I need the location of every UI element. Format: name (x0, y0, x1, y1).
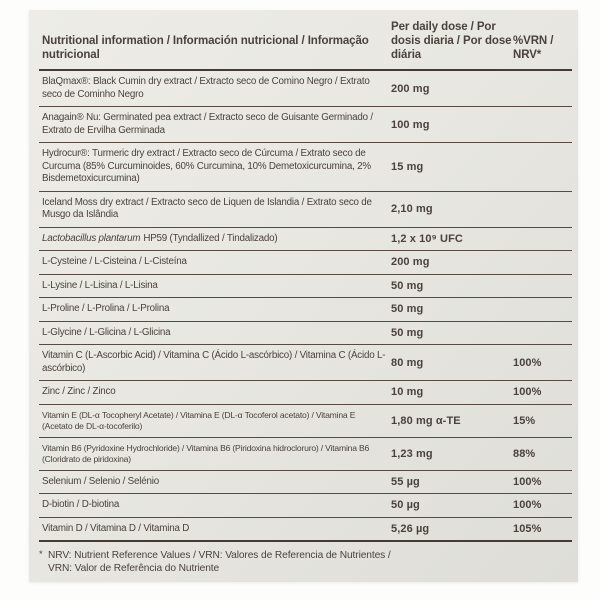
amount-value: 1,23 mg (391, 447, 433, 460)
table-body: BlaQmax®: Black Cumin dry extract / Extr… (39, 71, 572, 542)
table-row: Vitamin B6 (Pyridoxine Hydrochloride) / … (39, 438, 572, 471)
nrv-value: 105% (513, 522, 542, 535)
amount-value: 50 mg (391, 279, 424, 292)
amount-value: 2,10 mg (391, 203, 433, 215)
amount-value: 5,26 µg (391, 522, 430, 535)
ingredient-name: Zinc / Zinc / Zinco (42, 386, 116, 397)
amount-value: 55 µg (391, 475, 420, 488)
amount-value: 1,2 x 10⁹ UFC (391, 232, 463, 245)
table-row: L-Lysine / L-Lisina / L-Lisina 50 mg (39, 275, 572, 298)
ingredient-name: Vitamin D / Vitamina D / Vitamina D (42, 522, 190, 534)
ingredient-name: Vitamin E (DL-α Tocopheryl Acetate) / Vi… (42, 409, 356, 431)
table-row: Lactobacillus plantarum HP59 (Tyndallized… (39, 228, 572, 251)
table-row: Vitamin D / Vitamina D / Vitamina D 5,26… (39, 518, 572, 542)
amount-value: 1,80 mg α-TE (391, 414, 461, 427)
ingredient-name: L-Lysine / L-Lisina / L-Lisina (42, 279, 158, 291)
amount-value: 50 µg (391, 499, 420, 512)
footnote-line-2: VRN: Valor de Referência do Nutriente (48, 563, 220, 574)
ingredient-name: Hydrocur®: Turmeric dry extract / Extrac… (42, 148, 371, 184)
footnote-text: NRV: Nutrient Reference Values / VRN: Va… (48, 549, 391, 575)
ingredient-name: Vitamin B6 (Pyridoxine Hydrochloride) / … (42, 442, 370, 464)
ingredient-name: Iceland Moss dry extract / Extracto seco… (42, 196, 372, 221)
footnote-line-1: NRV: Nutrient Reference Values / VRN: Va… (48, 550, 391, 561)
nrv-value: 100% (513, 475, 542, 488)
ingredient-name: L-Proline / L-Prolina / L-Prolina (42, 303, 170, 314)
ingredient-name: Anagain® Nu: Germinated pea extract / Ex… (42, 112, 373, 136)
table-row: L-Proline / L-Prolina / L-Prolina 50 mg (39, 298, 572, 322)
header-nutritional-information: Nutritional information / Información nu… (42, 35, 369, 61)
table-row: D-biotin / D-biotina 50 µg 100% (39, 494, 572, 518)
amount-value: 50 mg (391, 326, 424, 339)
nrv-value: 88% (513, 447, 536, 460)
ingredient-name: L-Glycine / L-Glicina / L-Glicina (42, 326, 171, 338)
table-row: Vitamin C (L-Ascorbic Acid) / Vitamina C… (39, 345, 572, 381)
amount-value: 200 mg (391, 256, 430, 269)
amount-value: 100 mg (391, 118, 430, 131)
table-row: Vitamin E (DL-α Tocopheryl Acetate) / Vi… (39, 405, 572, 438)
amount-value: 200 mg (391, 82, 430, 95)
amount-value: 15 mg (391, 160, 424, 173)
ingredient-name: Lactobacillus plantarum HP59 (Tyndallized… (42, 232, 278, 244)
table-row: L-Glycine / L-Glicina / L-Glicina 50 mg (39, 322, 572, 345)
table-row: Anagain® Nu: Germinated pea extract / Ex… (39, 107, 572, 143)
ingredient-name: L-Cysteine / L-Cisteina / L-Cisteína (42, 256, 187, 267)
ingredient-name: Vitamin C (L-Ascorbic Acid) / Vitamina C… (42, 350, 386, 374)
nrv-value: 15% (513, 414, 536, 427)
nrv-value: 100% (513, 356, 542, 369)
ingredient-name: Selenium / Selenio / Selénio (42, 475, 159, 487)
nutrition-label: Nutritional information / Información nu… (29, 10, 578, 582)
amount-value: 80 mg (391, 356, 424, 369)
table-row: Selenium / Selenio / Selénio 55 µg 100% (39, 471, 572, 494)
ingredient-name: D-biotin / D-biotina (42, 499, 120, 510)
amount-value: 50 mg (391, 303, 424, 316)
table-row: Hydrocur®: Turmeric dry extract / Extrac… (39, 143, 572, 192)
footnote: * NRV: Nutrient Reference Values / VRN: … (39, 542, 572, 575)
ingredient-name: BlaQmax®: Black Cumin dry extract / Extr… (42, 76, 370, 100)
nrv-value: 100% (513, 386, 542, 399)
table-row: Zinc / Zinc / Zinco 10 mg 100% (39, 381, 572, 405)
nrv-value: 100% (513, 499, 542, 512)
ingredient-latin-name: Lactobacillus plantarum (42, 232, 141, 244)
table-row: BlaQmax®: Black Cumin dry extract / Extr… (39, 71, 572, 107)
table-header: Nutritional information / Información nu… (39, 16, 572, 71)
header-per-daily-dose: Per daily dose / Por dosis diaria / Por … (391, 21, 512, 61)
amount-value: 10 mg (391, 386, 424, 399)
header-nrv-percent: %VRN / NRV* (513, 35, 554, 61)
footnote-asterisk: * (39, 549, 43, 560)
table-row: L-Cysteine / L-Cisteina / L-Cisteína 200… (39, 251, 572, 275)
table-row: Iceland Moss dry extract / Extracto seco… (39, 192, 572, 228)
